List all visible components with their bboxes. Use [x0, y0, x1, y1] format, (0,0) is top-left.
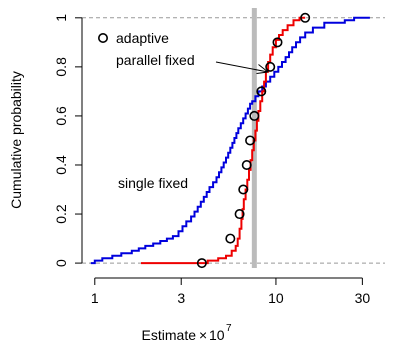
y-tick-label-3: 0.6: [53, 106, 69, 126]
annotation-single-fixed: single fixed: [118, 175, 188, 191]
adaptive-points-layer: [196, 12, 311, 269]
annotation-adaptive: adaptive: [116, 30, 169, 46]
y-tick-label-0: 0: [53, 259, 69, 267]
adaptive-point-2: [234, 209, 245, 220]
adaptive-point-7: [256, 86, 267, 97]
adaptive-point-3: [238, 184, 249, 195]
annotation-layer: adaptive parallel fixed single fixed: [98, 30, 269, 191]
axes-layer: 0 0.2 0.4 0.6 0.8 1 1 3 10 30: [53, 14, 370, 306]
adaptive-legend-marker: [98, 32, 109, 43]
y-tick-label-2: 0.4: [53, 155, 69, 175]
x-tick-label-2: 10: [268, 290, 284, 306]
annotation-arrow-head: [256, 64, 269, 74]
x-tick-label-3: 30: [355, 290, 371, 306]
adaptive-point-5: [245, 135, 256, 146]
annotation-arrow-shaft: [215, 61, 269, 73]
y-axis-label: Cumulative probability: [8, 71, 24, 209]
y-tick-label-5: 1: [53, 14, 69, 22]
x-axis-label: Estimate: [142, 327, 197, 343]
annotation-parallel-fixed: parallel fixed: [116, 52, 195, 68]
x-axis-label-factor-exponent: 7: [226, 323, 232, 334]
x-tick-label-1: 3: [177, 290, 185, 306]
x-axis-label-factor-base: 10: [209, 327, 225, 343]
y-tick-label-4: 0.8: [53, 57, 69, 77]
adaptive-point-8: [265, 61, 276, 72]
x-tick-label-0: 1: [91, 290, 99, 306]
y-tick-label-1: 0.2: [53, 204, 69, 224]
adaptive-point-4: [241, 159, 252, 170]
adaptive-point-1: [225, 233, 236, 244]
series-single-fixed-line: [90, 16, 370, 265]
adaptive-point-0: [196, 258, 207, 269]
adaptive-point-9: [272, 37, 283, 48]
x-axis-label-multiply: ×: [199, 327, 207, 343]
adaptive-point-10: [300, 12, 311, 23]
adaptive-point-6: [249, 110, 260, 121]
